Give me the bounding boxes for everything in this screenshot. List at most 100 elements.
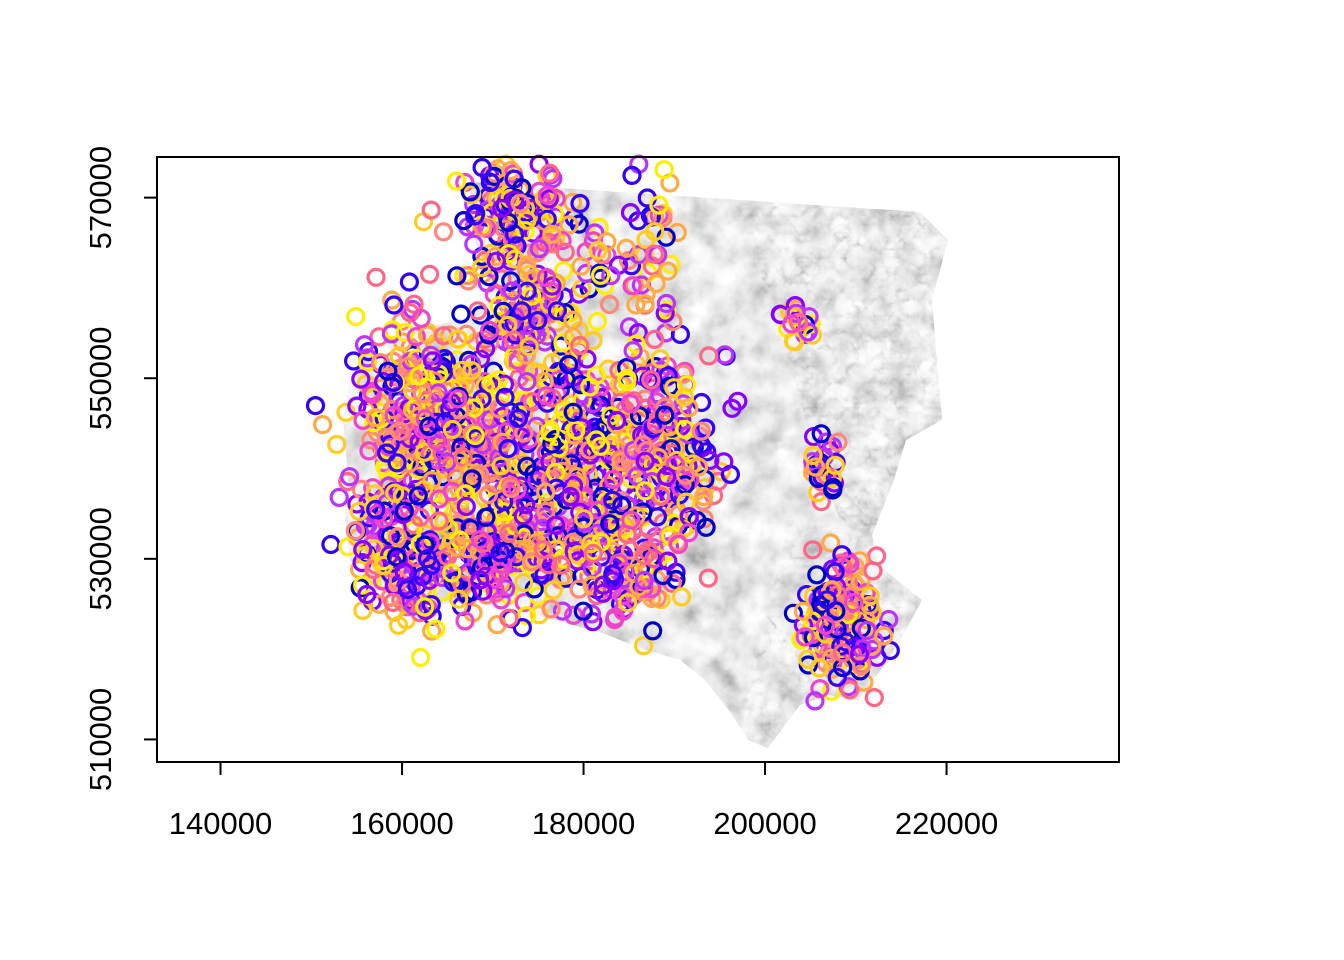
data-point [442, 563, 462, 583]
x-tick-label: 180000 [532, 806, 635, 841]
data-point [454, 211, 474, 231]
data-point [470, 530, 490, 550]
data-point [644, 244, 665, 264]
data-point [551, 555, 571, 575]
data-point [632, 471, 652, 491]
data-point [691, 421, 711, 441]
data-point [621, 394, 641, 414]
data-point [411, 308, 431, 329]
data-point [506, 454, 526, 474]
data-point [357, 584, 377, 605]
data-point [426, 619, 446, 639]
data-point [533, 539, 554, 560]
data-point [427, 431, 447, 451]
data-point [675, 465, 696, 485]
data-point [385, 483, 405, 503]
data-point [420, 264, 440, 284]
data-point [691, 435, 711, 455]
data-point [605, 607, 625, 627]
data-point [621, 510, 641, 530]
data-point [387, 547, 407, 567]
data-point [357, 352, 377, 372]
data-point [516, 494, 536, 515]
data-point [501, 271, 521, 291]
data-point [474, 533, 494, 553]
data-point [537, 185, 558, 205]
data-point [658, 551, 678, 571]
data-point [478, 484, 498, 505]
data-point [517, 210, 537, 230]
data-point [462, 361, 482, 381]
data-point [429, 511, 449, 531]
data-point [516, 345, 537, 365]
data-point [641, 370, 661, 390]
data-point [711, 462, 731, 482]
data-point [354, 335, 375, 355]
data-point [429, 489, 449, 509]
data-point [622, 276, 642, 296]
data-point [321, 534, 341, 555]
data-point [528, 311, 548, 331]
data-point [447, 266, 467, 286]
data-point [601, 266, 621, 286]
data-point [603, 469, 624, 489]
data-point [821, 648, 842, 668]
data-point [413, 212, 434, 232]
data-point [879, 609, 899, 630]
data-point [570, 375, 591, 395]
data-point [590, 265, 611, 285]
data-point [583, 543, 603, 564]
data-point [623, 440, 644, 460]
data-point [417, 549, 438, 569]
data-point [569, 214, 589, 234]
data-point [616, 238, 636, 258]
data-point [542, 434, 562, 454]
data-point [512, 301, 532, 321]
data-point [629, 406, 650, 426]
data-point [508, 408, 529, 428]
data-point [399, 272, 419, 292]
data-point [656, 293, 677, 314]
data-point [600, 500, 620, 520]
data-point [521, 286, 542, 306]
x-tick-label: 200000 [713, 806, 816, 841]
data-point [783, 603, 804, 623]
data-point [374, 555, 394, 576]
data-point [384, 295, 404, 315]
data-point [423, 351, 443, 371]
x-axis: 140000 160000 180000 200000 220000 [169, 761, 998, 841]
data-point [408, 486, 428, 506]
data-point [668, 534, 689, 555]
data-point [698, 568, 718, 588]
data-point [840, 554, 860, 574]
data-point [517, 255, 537, 275]
data-point [805, 457, 826, 477]
data-point [809, 658, 829, 678]
data-point [457, 539, 478, 559]
data-point [650, 349, 670, 369]
y-tick-label: 550000 [83, 327, 118, 430]
data-point [874, 626, 894, 646]
data-point [570, 336, 590, 356]
data-point [656, 466, 677, 487]
data-point [666, 569, 686, 590]
data-point [480, 172, 500, 192]
data-point [593, 575, 613, 595]
data-point [786, 303, 806, 323]
data-point [409, 366, 429, 386]
data-point [448, 329, 468, 349]
data-point [378, 361, 398, 381]
data-point [493, 502, 513, 522]
data-point [634, 545, 655, 566]
data-point [676, 375, 697, 395]
data-point [327, 434, 347, 455]
data-point [536, 482, 556, 502]
y-tick-label: 570000 [83, 146, 118, 249]
data-point [825, 562, 845, 582]
data-point [607, 410, 627, 431]
data-point [465, 425, 485, 446]
data-point [353, 575, 373, 595]
data-point [583, 612, 603, 632]
data-point [472, 157, 492, 178]
